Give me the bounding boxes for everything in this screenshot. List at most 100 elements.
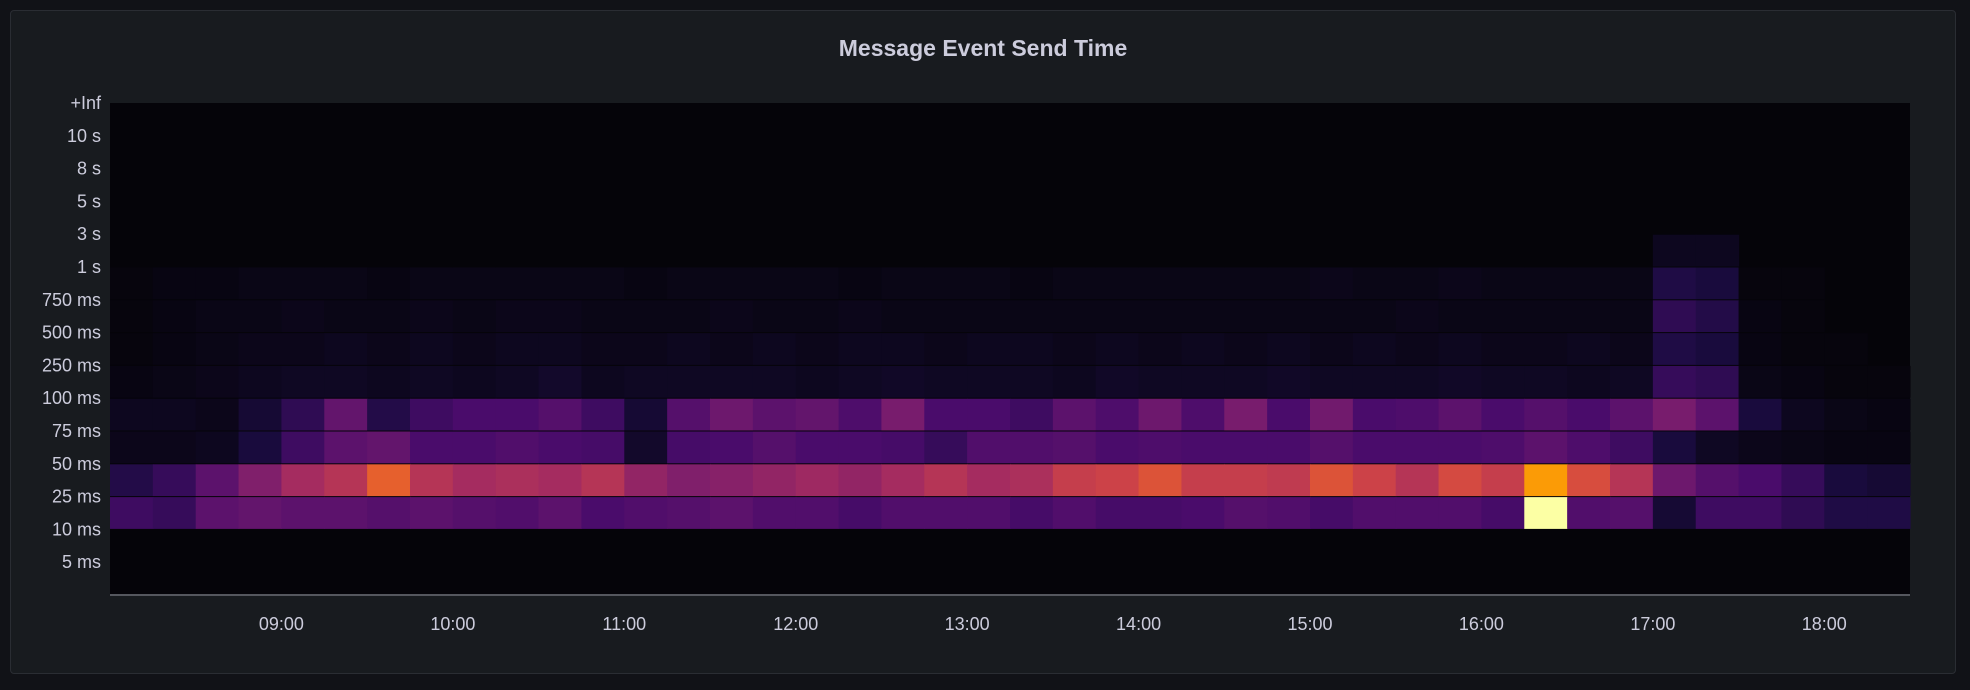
heatmap-cell[interactable] bbox=[1138, 398, 1183, 431]
heatmap-cell[interactable] bbox=[324, 398, 368, 431]
heatmap-cell[interactable] bbox=[1652, 398, 1697, 431]
heatmap-cell[interactable] bbox=[1138, 267, 1183, 300]
heatmap-cell[interactable] bbox=[1738, 431, 1783, 464]
heatmap-cell[interactable] bbox=[1095, 365, 1140, 398]
heatmap-cell[interactable] bbox=[238, 497, 283, 529]
heatmap-cell[interactable] bbox=[1695, 234, 1740, 267]
heatmap-cell[interactable] bbox=[1438, 267, 1483, 300]
heatmap-cell[interactable] bbox=[1481, 267, 1525, 300]
heatmap-cell[interactable] bbox=[581, 300, 625, 333]
heatmap-cell[interactable] bbox=[1781, 267, 1825, 300]
heatmap-cell[interactable] bbox=[152, 464, 197, 497]
heatmap-cell[interactable] bbox=[281, 333, 325, 365]
heatmap-cell[interactable] bbox=[281, 267, 325, 300]
heatmap-cell[interactable] bbox=[1010, 267, 1054, 300]
heatmap-cell[interactable] bbox=[795, 267, 840, 300]
heatmap-cell[interactable] bbox=[452, 333, 497, 365]
heatmap-cell[interactable] bbox=[195, 333, 240, 365]
heatmap-cell[interactable] bbox=[1352, 333, 1397, 365]
heatmap-cell[interactable] bbox=[967, 365, 1011, 398]
heatmap-cell[interactable] bbox=[1652, 267, 1697, 300]
heatmap-cell[interactable] bbox=[1567, 431, 1611, 464]
heatmap-cell[interactable] bbox=[1438, 365, 1483, 398]
heatmap-cell[interactable] bbox=[324, 267, 368, 300]
heatmap-cell[interactable] bbox=[1052, 431, 1097, 464]
heatmap-cell[interactable] bbox=[1738, 300, 1783, 333]
heatmap-cell[interactable] bbox=[1652, 333, 1697, 365]
heatmap-cell[interactable] bbox=[410, 300, 454, 333]
heatmap-cell[interactable] bbox=[924, 365, 968, 398]
heatmap-cell[interactable] bbox=[1867, 497, 1911, 529]
heatmap-cell[interactable] bbox=[1352, 300, 1397, 333]
heatmap-cell[interactable] bbox=[795, 365, 840, 398]
heatmap-cell[interactable] bbox=[1138, 431, 1183, 464]
heatmap-cell[interactable] bbox=[838, 365, 883, 398]
heatmap-cell[interactable] bbox=[1267, 431, 1311, 464]
heatmap-cell[interactable] bbox=[152, 365, 197, 398]
heatmap-cell[interactable] bbox=[1781, 365, 1825, 398]
heatmap-cell[interactable] bbox=[667, 398, 711, 431]
heatmap-cell[interactable] bbox=[281, 464, 325, 497]
heatmap-cell[interactable] bbox=[410, 431, 454, 464]
heatmap-cell[interactable] bbox=[1010, 497, 1054, 529]
heatmap-cell[interactable] bbox=[1181, 431, 1225, 464]
heatmap-cell[interactable] bbox=[752, 333, 797, 365]
heatmap-cell[interactable] bbox=[881, 365, 925, 398]
heatmap-cell[interactable] bbox=[710, 464, 754, 497]
heatmap-cell[interactable] bbox=[710, 333, 754, 365]
heatmap-cell[interactable] bbox=[1610, 267, 1654, 300]
heatmap-cell[interactable] bbox=[881, 431, 925, 464]
heatmap-cells[interactable] bbox=[110, 234, 1911, 529]
heatmap-cell[interactable] bbox=[1310, 497, 1354, 529]
heatmap-cell[interactable] bbox=[195, 300, 240, 333]
heatmap-cell[interactable] bbox=[967, 497, 1011, 529]
heatmap-cell[interactable] bbox=[1738, 497, 1783, 529]
heatmap-cell[interactable] bbox=[1395, 333, 1440, 365]
heatmap-cell[interactable] bbox=[152, 398, 197, 431]
heatmap-cell[interactable] bbox=[495, 431, 540, 464]
heatmap-cell[interactable] bbox=[667, 300, 711, 333]
heatmap-cell[interactable] bbox=[1181, 300, 1225, 333]
heatmap-cell[interactable] bbox=[838, 267, 883, 300]
heatmap-cell[interactable] bbox=[238, 398, 283, 431]
heatmap-cell[interactable] bbox=[1567, 300, 1611, 333]
heatmap-cell[interactable] bbox=[1652, 365, 1697, 398]
heatmap-cell[interactable] bbox=[881, 464, 925, 497]
heatmap-cell[interactable] bbox=[1224, 398, 1268, 431]
heatmap-cell[interactable] bbox=[1738, 464, 1783, 497]
heatmap-cell[interactable] bbox=[624, 333, 668, 365]
heatmap-cell[interactable] bbox=[110, 267, 154, 300]
heatmap-cell[interactable] bbox=[1652, 464, 1697, 497]
heatmap-cell[interactable] bbox=[324, 365, 368, 398]
heatmap-cell[interactable] bbox=[238, 333, 283, 365]
heatmap-cell[interactable] bbox=[1052, 333, 1097, 365]
heatmap-cell[interactable] bbox=[1095, 431, 1140, 464]
heatmap-cell[interactable] bbox=[752, 497, 797, 529]
heatmap-cell[interactable] bbox=[667, 267, 711, 300]
heatmap-cell[interactable] bbox=[838, 398, 883, 431]
heatmap-cell[interactable] bbox=[1395, 431, 1440, 464]
heatmap-cell[interactable] bbox=[1867, 464, 1911, 497]
heatmap-cell[interactable] bbox=[1395, 398, 1440, 431]
heatmap-cell[interactable] bbox=[495, 497, 540, 529]
heatmap-cell[interactable] bbox=[1438, 497, 1483, 529]
heatmap-cell[interactable] bbox=[1438, 398, 1483, 431]
heatmap-cell[interactable] bbox=[367, 497, 411, 529]
heatmap-cell[interactable] bbox=[1824, 365, 1868, 398]
heatmap-cell[interactable] bbox=[1010, 398, 1054, 431]
heatmap-cell[interactable] bbox=[110, 431, 154, 464]
heatmap-cell[interactable] bbox=[1224, 464, 1268, 497]
heatmap-cell[interactable] bbox=[538, 398, 583, 431]
heatmap-cell[interactable] bbox=[1695, 365, 1740, 398]
heatmap-cell[interactable] bbox=[1481, 365, 1525, 398]
heatmap-cell[interactable] bbox=[1524, 398, 1568, 431]
heatmap-cell[interactable] bbox=[110, 333, 154, 365]
heatmap-cell[interactable] bbox=[324, 464, 368, 497]
heatmap-cell[interactable] bbox=[495, 333, 540, 365]
heatmap-cell[interactable] bbox=[1310, 267, 1354, 300]
heatmap-cell[interactable] bbox=[152, 300, 197, 333]
heatmap-cell[interactable] bbox=[1524, 333, 1568, 365]
heatmap-cell[interactable] bbox=[1352, 497, 1397, 529]
heatmap-cell[interactable] bbox=[1695, 464, 1740, 497]
heatmap-cell[interactable] bbox=[538, 464, 583, 497]
